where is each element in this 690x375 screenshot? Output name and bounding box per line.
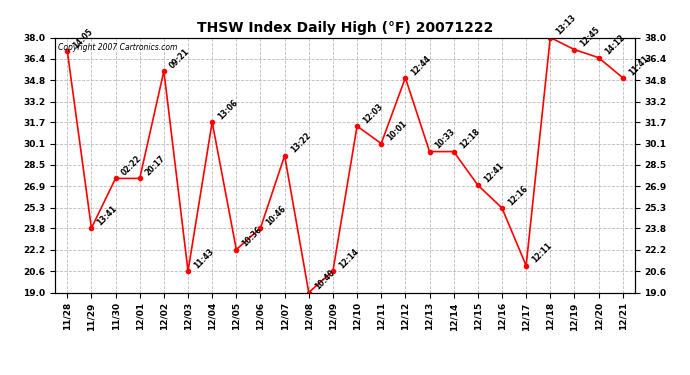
Text: 12:18: 12:18 [458,127,482,151]
Text: 11:43: 11:43 [193,247,215,270]
Text: 11:41: 11:41 [627,54,650,77]
Text: 20:17: 20:17 [144,154,168,178]
Text: 13:41: 13:41 [96,204,119,227]
Text: 10:40: 10:40 [313,268,336,292]
Text: 12:16: 12:16 [506,184,529,207]
Text: 13:06: 13:06 [217,98,239,121]
Text: 13:22: 13:22 [289,131,312,155]
Text: 10:33: 10:33 [434,128,457,151]
Text: 12:11: 12:11 [531,242,553,265]
Text: 09:21: 09:21 [168,47,191,70]
Text: 02:22: 02:22 [120,154,143,178]
Text: 12:44: 12:44 [410,54,433,77]
Text: 13:13: 13:13 [555,13,578,37]
Text: 12:45: 12:45 [579,26,602,49]
Text: 12:41: 12:41 [482,161,505,184]
Text: 10:01: 10:01 [386,119,408,143]
Text: 12:03: 12:03 [362,102,384,125]
Text: Copyright 2007 Cartronics.com: Copyright 2007 Cartronics.com [58,43,177,52]
Title: THSW Index Daily High (°F) 20071222: THSW Index Daily High (°F) 20071222 [197,21,493,35]
Text: 12:14: 12:14 [337,247,360,270]
Text: 10:36: 10:36 [241,225,264,249]
Text: 10:46: 10:46 [265,204,288,227]
Text: 14:12: 14:12 [603,33,626,57]
Text: 14:05: 14:05 [72,27,95,50]
